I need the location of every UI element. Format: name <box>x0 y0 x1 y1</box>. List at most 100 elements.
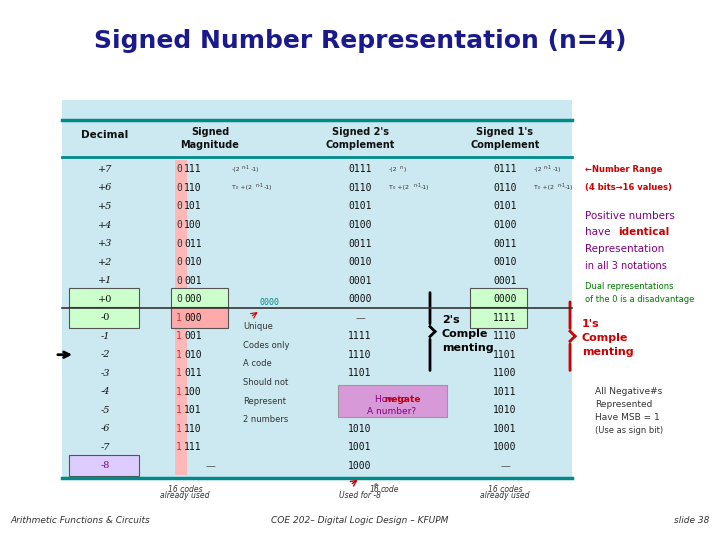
Text: How to: How to <box>374 395 409 404</box>
Text: Unique: Unique <box>243 322 273 332</box>
Text: code: code <box>381 485 400 494</box>
Text: 0010: 0010 <box>493 257 517 267</box>
Text: 001: 001 <box>184 331 202 341</box>
Text: Positive numbers: Positive numbers <box>585 211 675 221</box>
Text: 1111: 1111 <box>493 313 517 323</box>
Text: 0: 0 <box>176 239 182 248</box>
Text: 1011: 1011 <box>348 406 372 415</box>
Text: Have MSB = 1: Have MSB = 1 <box>595 413 660 422</box>
Text: 0001: 0001 <box>493 275 517 286</box>
Text: 0: 0 <box>176 183 182 193</box>
Text: 1: 1 <box>176 368 182 378</box>
Text: 1001: 1001 <box>493 424 517 434</box>
Text: +3: +3 <box>98 239 112 248</box>
Text: 0000: 0000 <box>493 294 517 304</box>
Text: 001: 001 <box>184 275 202 286</box>
Text: All Negative#s: All Negative#s <box>595 387 662 396</box>
Text: th: th <box>374 483 379 488</box>
Text: Should not: Should not <box>243 378 288 387</box>
Text: -1): -1) <box>553 167 562 172</box>
FancyBboxPatch shape <box>171 288 228 309</box>
Text: 111: 111 <box>184 165 202 174</box>
Text: 0: 0 <box>176 294 182 304</box>
Text: -1): -1) <box>251 167 259 172</box>
Text: 101: 101 <box>184 406 202 415</box>
Text: Signed 2's
Complement: Signed 2's Complement <box>325 127 395 150</box>
Text: -6: -6 <box>100 424 109 433</box>
Text: Arithmetic Functions & Circuits: Arithmetic Functions & Circuits <box>11 516 150 525</box>
FancyBboxPatch shape <box>171 307 228 328</box>
Text: 1110: 1110 <box>348 350 372 360</box>
Text: 2 numbers: 2 numbers <box>243 415 288 424</box>
Text: 0100: 0100 <box>348 220 372 230</box>
Text: identical: identical <box>618 227 670 238</box>
FancyBboxPatch shape <box>470 288 527 309</box>
Text: 1111: 1111 <box>348 331 372 341</box>
FancyBboxPatch shape <box>69 288 139 309</box>
Text: 0011: 0011 <box>493 239 517 248</box>
Text: 0010: 0010 <box>348 257 372 267</box>
Text: n-1: n-1 <box>544 165 552 170</box>
Text: ←Number Range: ←Number Range <box>585 165 662 174</box>
Text: Comple: Comple <box>442 328 488 339</box>
Text: n-1: n-1 <box>413 184 421 188</box>
Text: 1000: 1000 <box>493 442 517 453</box>
Text: 1: 1 <box>176 424 182 434</box>
Text: 1101: 1101 <box>348 368 372 378</box>
Text: A number?: A number? <box>367 407 417 416</box>
Text: 1: 1 <box>176 387 182 397</box>
Text: 2's: 2's <box>442 315 459 325</box>
Text: 0101: 0101 <box>493 201 517 212</box>
Text: Represent: Represent <box>243 396 286 406</box>
Text: 111: 111 <box>184 442 202 453</box>
Text: -4: -4 <box>100 387 109 396</box>
Text: Decimal: Decimal <box>81 130 129 140</box>
Text: 100: 100 <box>184 220 202 230</box>
Text: 011: 011 <box>184 368 202 378</box>
Text: 0100: 0100 <box>493 220 517 230</box>
FancyBboxPatch shape <box>69 307 139 328</box>
Text: 1: 1 <box>176 331 182 341</box>
Text: 0000: 0000 <box>260 298 280 307</box>
Text: 1110: 1110 <box>493 331 517 341</box>
Text: 101: 101 <box>184 201 202 212</box>
Text: -3: -3 <box>100 369 109 378</box>
Text: 010: 010 <box>184 350 202 360</box>
Text: -7: -7 <box>100 443 109 452</box>
Text: 0: 0 <box>176 275 182 286</box>
Text: 0: 0 <box>176 220 182 230</box>
Text: 1100: 1100 <box>348 387 372 397</box>
Text: 0111: 0111 <box>493 165 517 174</box>
Text: 0: 0 <box>176 257 182 267</box>
Text: n-1: n-1 <box>255 184 263 188</box>
Text: T₀ +(2: T₀ +(2 <box>389 185 409 191</box>
Text: 16: 16 <box>370 485 379 494</box>
Text: —: — <box>205 461 215 471</box>
Text: +2: +2 <box>98 258 112 267</box>
Text: -(2: -(2 <box>232 167 240 172</box>
Text: 1: 1 <box>176 313 182 323</box>
Text: of the 0 is a disadvantage: of the 0 is a disadvantage <box>585 295 694 303</box>
Text: Used for -8: Used for -8 <box>339 491 381 500</box>
Text: already used: already used <box>161 491 210 500</box>
Text: 0000: 0000 <box>348 294 372 304</box>
Text: 010: 010 <box>184 257 202 267</box>
Text: —: — <box>500 461 510 471</box>
Text: 0: 0 <box>176 165 182 174</box>
Text: —: — <box>355 313 365 323</box>
Text: ): ) <box>404 167 406 172</box>
Text: +1: +1 <box>98 276 112 285</box>
Text: -5: -5 <box>100 406 109 415</box>
Text: (Use as sign bit): (Use as sign bit) <box>595 426 663 435</box>
FancyBboxPatch shape <box>175 160 187 475</box>
Text: negate: negate <box>364 395 420 404</box>
Text: 000: 000 <box>184 294 202 304</box>
Text: 011: 011 <box>184 239 202 248</box>
FancyBboxPatch shape <box>69 455 139 476</box>
Text: in all 3 notations: in all 3 notations <box>585 261 667 271</box>
Text: Signed 1's
Complement: Signed 1's Complement <box>470 127 540 150</box>
Text: T₀ +(2: T₀ +(2 <box>232 185 252 191</box>
Text: 1100: 1100 <box>493 368 517 378</box>
Text: -0: -0 <box>100 313 109 322</box>
Text: 1010: 1010 <box>348 424 372 434</box>
